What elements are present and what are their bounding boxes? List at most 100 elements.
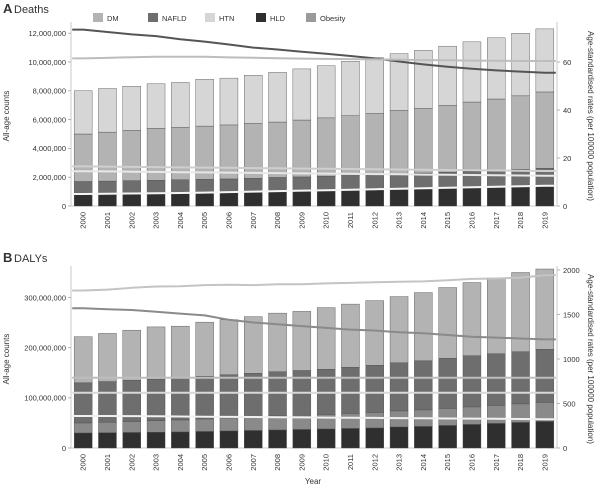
legend-swatch-hld <box>256 13 266 22</box>
panel-b-bar-dm-2010 <box>316 307 336 370</box>
panel-a-rate-line-nafld <box>72 165 556 172</box>
panel-a-bar-nafld-2002 <box>122 180 141 195</box>
panel-a-bar-hld-2003 <box>146 193 166 207</box>
panel-b-bar-hld-2001 <box>98 432 117 449</box>
panel-b-bar-dm-2000 <box>73 336 93 384</box>
panel-a-bar-dm-2018 <box>511 95 530 170</box>
panel-b-bar-dm-2012 <box>365 300 384 366</box>
panel-a-xtick-label-2018: 2018 <box>516 212 525 229</box>
panel-b-xtick-label-2003: 2003 <box>152 454 161 471</box>
panel-a-xtick-label-2015: 2015 <box>443 212 452 229</box>
panel-b-xtick-label-2015: 2015 <box>443 454 452 471</box>
panel-a-bar-htn-2005 <box>195 79 214 127</box>
legend-label-obesity: Obesity <box>320 14 346 23</box>
panel-b-xtick-label-2004: 2004 <box>176 454 185 471</box>
panel-b-bar-dm-2019 <box>535 268 555 350</box>
panel-b-ytick-label: 300,000,000 <box>24 293 66 302</box>
panel-a-bar-dm-2000 <box>73 133 93 182</box>
panel-a-rate-line-obesity <box>72 184 556 195</box>
panel-b-bar-dm-2008 <box>268 312 287 372</box>
panel-b-bar-nafld-2012 <box>365 365 384 413</box>
panel-a-bar-hld-2011 <box>341 190 360 207</box>
panel-a-bar-dm-2015 <box>438 104 457 173</box>
panel-b-bar-hld-2009 <box>292 429 312 449</box>
panel-b-bar-dm-2006 <box>219 319 239 375</box>
panel-a-xtick-label-2003: 2003 <box>152 212 161 229</box>
panel-b-bar-nafld-2006 <box>219 374 239 419</box>
panel-b-bar-hld-2013 <box>389 426 409 449</box>
panel-b-bar-obesity-2006 <box>219 417 239 432</box>
panel-a-bar-nafld-2006 <box>219 178 239 193</box>
panel-a-bar-htn-2004 <box>171 82 190 128</box>
panel-a-ytick-label: 12,000,000 <box>28 29 66 38</box>
panel-b-y2tick-label: 1500 <box>563 310 580 319</box>
panel-a-bar-hld-2007 <box>244 192 263 207</box>
panel-b-xtick-label-2009: 2009 <box>297 454 306 471</box>
panel-b-bar-nafld-2003 <box>146 378 166 421</box>
panel-b-bar-nafld-2015 <box>438 358 457 409</box>
panel-a-bar-hld-2018 <box>511 186 530 207</box>
panel-b-bar-hld-2003 <box>146 432 166 449</box>
panel-a-xtick-label-2005: 2005 <box>200 212 209 229</box>
panel-a-xtick-label-2010: 2010 <box>322 212 331 229</box>
panel-b-y-axis-title: All-age counts <box>2 334 11 385</box>
panel-b-xtick-label-2008: 2008 <box>273 454 282 471</box>
panel-b-y2-axis-title: Age-standardised rates (per 100000 popul… <box>586 274 595 444</box>
panel-b-bar-obesity-2001 <box>98 421 117 433</box>
panel-b-xtick-label-2006: 2006 <box>225 454 234 471</box>
panel-a-bar-hld-2002 <box>122 193 141 207</box>
panel-a-y2tick-label: 20 <box>563 154 571 163</box>
panel-b-bar-hld-2017 <box>487 423 506 449</box>
panel-a-bar-hld-2012 <box>365 189 384 207</box>
panel-b-bar-obesity-2000 <box>73 422 93 434</box>
panel-a-bar-dm-2017 <box>487 98 506 171</box>
panel-b-bar-dm-2004 <box>171 325 190 379</box>
panel-a-bar-hld-2001 <box>98 193 117 207</box>
panel-a-bar-htn-2006 <box>219 77 239 126</box>
panel-b-bar-hld-2010 <box>316 428 336 449</box>
panel-b-bar-hld-2018 <box>511 422 530 449</box>
panel-a-ytick-label: 2,000,000 <box>33 173 66 182</box>
panel-a-bar-htn-2008 <box>268 72 287 123</box>
panel-b-bar-hld-2012 <box>365 427 384 449</box>
panel-b-bar-obesity-2007 <box>244 416 263 431</box>
panel-a-xtick-label-2014: 2014 <box>419 212 428 229</box>
panel-b-bar-obesity-2016 <box>462 406 482 425</box>
legend-swatch-nafld <box>148 13 158 22</box>
panel-b-bar-nafld-2016 <box>462 355 482 408</box>
panel-a-letter: A <box>3 1 13 16</box>
panel-a-bar-dm-2001 <box>98 131 117 182</box>
panel-a-bar-hld-2019 <box>535 186 555 207</box>
panel-b-xtick-label-2000: 2000 <box>79 454 88 471</box>
panel-a-rate-line-dm <box>72 55 556 62</box>
legend-label-nafld: NAFLD <box>162 14 187 23</box>
panel-a-xtick-label-2019: 2019 <box>540 212 549 229</box>
panel-a-bar-hld-2009 <box>292 191 312 207</box>
panel-a-xtick-label-2017: 2017 <box>492 212 501 229</box>
panel-a-bar-htn-2000 <box>73 90 93 135</box>
panel-a-bar-nafld-2001 <box>98 180 117 195</box>
panel-a-bar-dm-2002 <box>122 130 141 181</box>
panel-b-header: B DALYs <box>3 250 48 265</box>
panel-a-bar-htn-2017 <box>487 37 506 100</box>
panel-a-bar-nafld-2011 <box>341 175 360 191</box>
panel-a-bar-hld-2015 <box>438 188 457 207</box>
panel-a-bar-htn-2013 <box>389 53 409 111</box>
panel-a-bar-nafld-2008 <box>268 177 287 193</box>
panel-b-bar-hld-2011 <box>341 428 360 449</box>
panel-b-bar-hld-2015 <box>438 425 457 449</box>
panel-b-rate-line-dm <box>72 274 556 292</box>
panel-a-bar-dm-2012 <box>365 113 384 175</box>
panel-b-bar-nafld-2004 <box>171 377 190 421</box>
panel-b-letter: B <box>3 250 12 265</box>
panel-a-bar-htn-2009 <box>292 68 312 121</box>
panel-a-y2tick-label: 0 <box>563 202 567 211</box>
panel-a-bar-nafld-2017 <box>487 170 506 188</box>
panel-a-ytick-label: 10,000,000 <box>28 58 66 67</box>
panel-b-rate-line-hld <box>72 415 556 421</box>
panel-a-bar-dm-2007 <box>244 123 263 179</box>
panel-a-xtick-label-2011: 2011 <box>346 212 355 228</box>
panel-a-bar-nafld-2012 <box>365 174 384 191</box>
panel-a-y2-axis-title: Age-standardised rates (per 100000 popul… <box>586 31 595 201</box>
